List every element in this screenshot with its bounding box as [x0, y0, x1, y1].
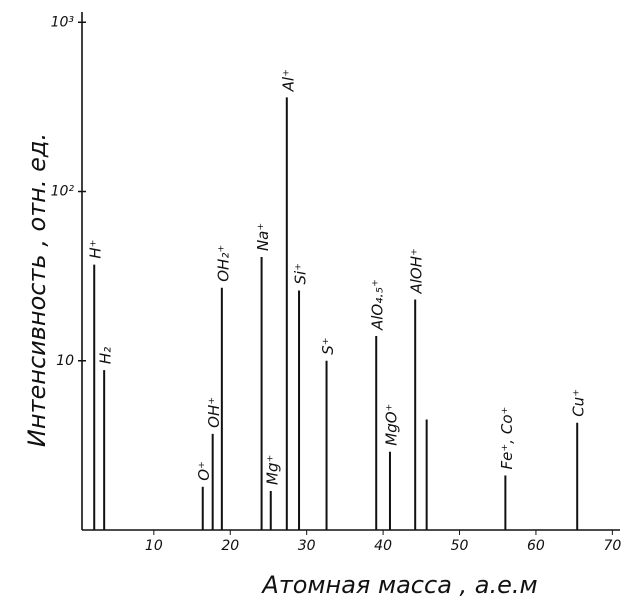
peak-label: Si⁺: [292, 263, 310, 285]
x-tick-label: 50: [451, 538, 469, 554]
x-tick-label: 40: [374, 538, 392, 554]
y-tick-label: 10: [56, 353, 74, 369]
peak-label: H₂: [97, 347, 115, 364]
peak-label: MgO⁺: [382, 404, 400, 446]
peak-label: OH⁺: [205, 397, 223, 428]
peak-label: H⁺: [87, 239, 105, 258]
x-tick-label: 20: [221, 538, 239, 554]
y-axis-label: Интенсивность , отн. ед.: [23, 133, 51, 447]
x-tick-label: 60: [527, 538, 545, 554]
peak-label: O⁺: [195, 461, 213, 481]
x-tick-label: 70: [603, 538, 621, 554]
x-tick-label: 30: [298, 538, 316, 554]
peak-label: Mg⁺: [263, 455, 281, 485]
y-tick-label: 10³: [51, 14, 75, 30]
peak-label: Cu⁺: [570, 389, 588, 417]
x-tick-label: 10: [145, 538, 163, 554]
peak-label: AlO₄.₅⁺: [369, 279, 387, 331]
x-axis-label: Атомная масса , а.е.м: [260, 571, 537, 599]
peak-label: AlOH⁺: [408, 248, 426, 294]
peak-label: S⁺: [319, 337, 337, 354]
peak-label: Fe⁺, Co⁺: [498, 407, 516, 470]
peak-label: Al⁺: [279, 69, 297, 92]
peak-label: OH₂⁺: [214, 245, 232, 282]
peak-label: Na⁺: [254, 223, 272, 251]
y-tick-label: 10²: [51, 184, 75, 200]
